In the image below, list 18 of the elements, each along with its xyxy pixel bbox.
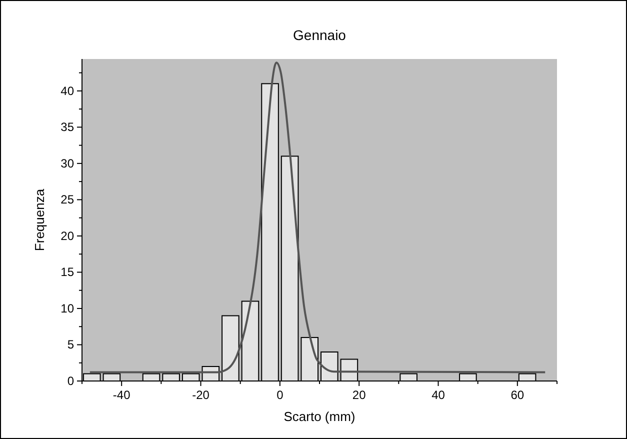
x-tick-label: 60 — [510, 388, 524, 402]
y-tick-label: 30 — [60, 156, 74, 170]
y-tick-label: 25 — [60, 192, 74, 207]
y-tick-label: 5 — [67, 338, 74, 352]
y-axis-title: Frequenza — [32, 188, 47, 252]
x-axis-title: Scarto (mm) — [284, 409, 356, 424]
x-tick-label: -40 — [112, 388, 131, 402]
x-tick-label: 40 — [432, 388, 446, 402]
y-tick-label: 35 — [60, 120, 74, 134]
chart-title: Gennaio — [293, 27, 346, 43]
x-tick-label: 0 — [276, 388, 284, 402]
x-tick-label: 20 — [352, 388, 366, 402]
y-tick-label: 40 — [60, 84, 74, 98]
y-tick-label: 0 — [67, 374, 74, 388]
y-tick-label: 15 — [60, 265, 74, 280]
y-tick-label: 20 — [60, 228, 74, 243]
y-tick-label: 10 — [60, 301, 74, 316]
x-tick-label: -20 — [192, 388, 210, 402]
